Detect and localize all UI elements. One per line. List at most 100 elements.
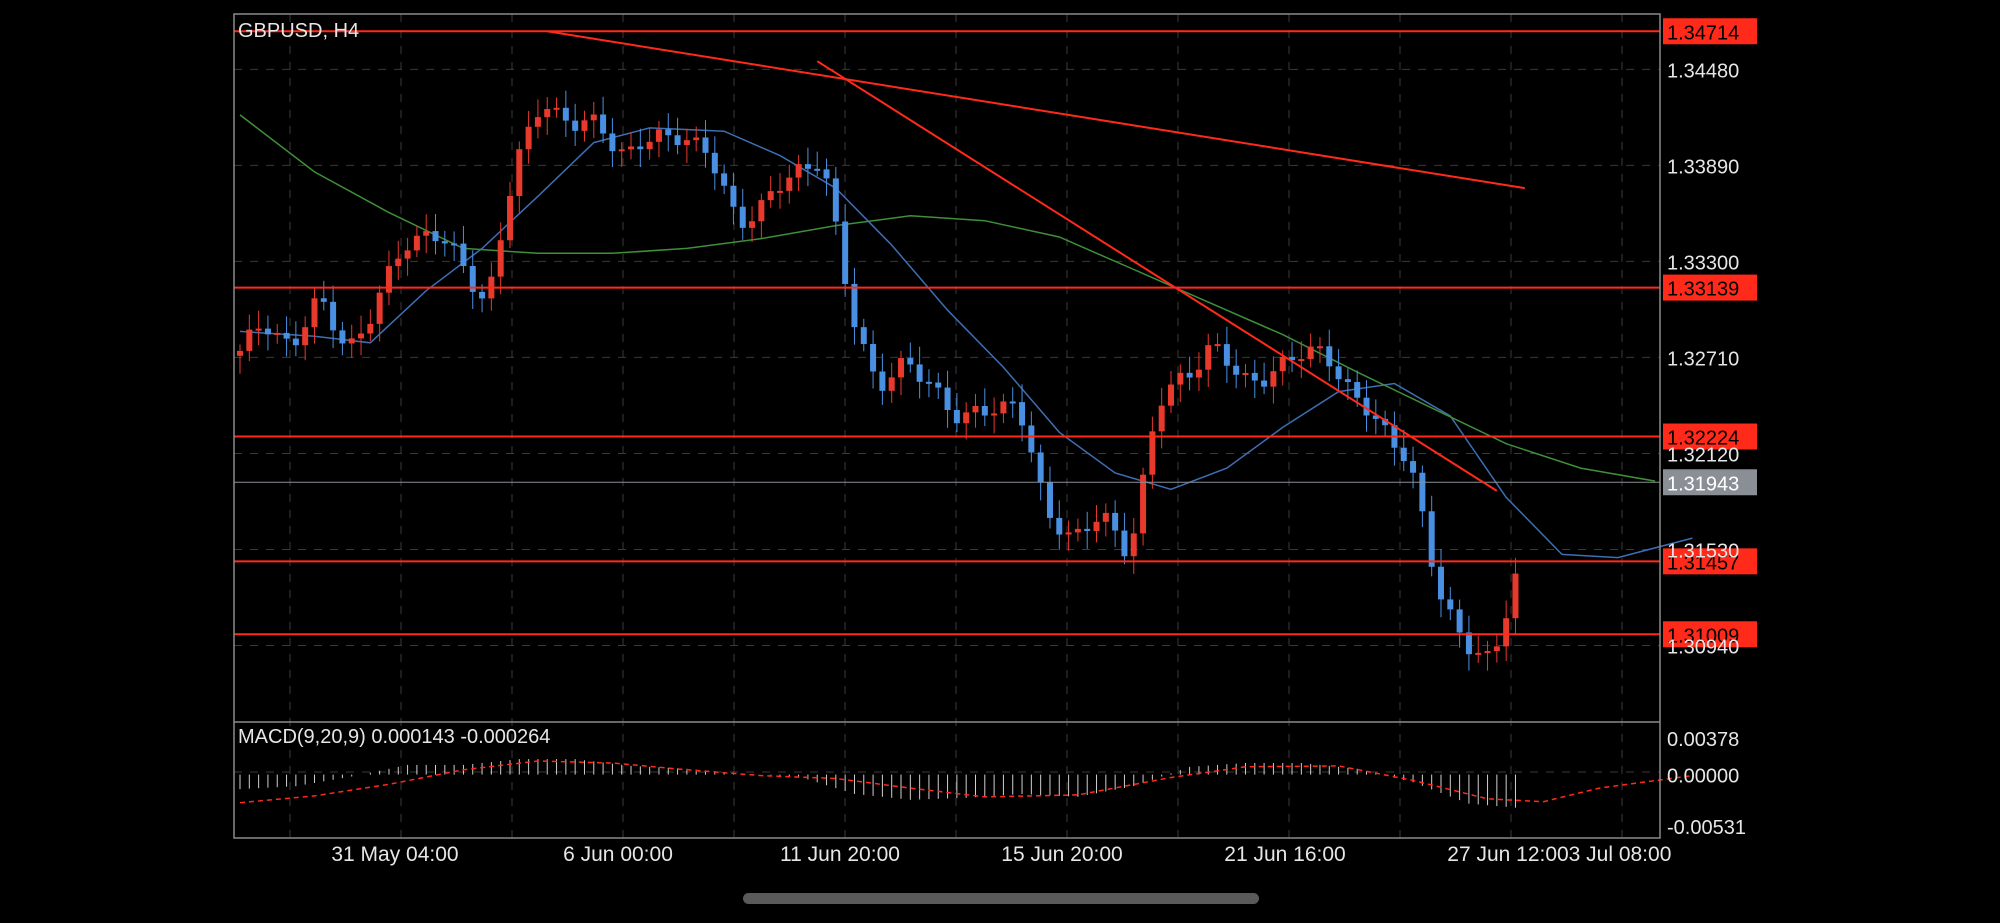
macd-y-tick-label: 0.00378 — [1667, 729, 1739, 751]
candle-body — [1307, 346, 1314, 360]
candle-body — [795, 164, 802, 178]
current-price-badge — [1663, 469, 1757, 496]
price-level-badge — [1663, 621, 1757, 648]
candle-body — [358, 333, 365, 339]
candle-body — [832, 178, 839, 222]
y-tick-label: 1.31530 — [1667, 540, 1739, 562]
candle-body — [1084, 528, 1091, 532]
current-price-label: 1.31943 — [1667, 473, 1739, 495]
candle-body — [1465, 632, 1472, 655]
candle-body — [330, 301, 337, 331]
price-level-badge — [1663, 548, 1757, 575]
candle-body — [1428, 511, 1435, 567]
candle-body — [1121, 530, 1128, 557]
x-tick-label: 15 Jun 20:00 — [1001, 843, 1122, 866]
candle-body — [1372, 415, 1379, 419]
y-tick-label: 1.33890 — [1667, 156, 1739, 178]
candle-body — [1484, 651, 1491, 654]
candle-body — [534, 117, 541, 127]
candle-body — [1270, 371, 1277, 387]
candle-body — [1354, 382, 1361, 398]
candle-body — [1456, 609, 1463, 633]
price-level-badge — [1663, 18, 1757, 45]
trendline — [816, 60, 1498, 492]
candle-body — [628, 146, 635, 150]
candle-body — [953, 410, 960, 424]
candle-body — [767, 191, 774, 201]
y-tick-label: 1.32710 — [1667, 348, 1739, 370]
candle-body — [395, 258, 402, 267]
candle-body — [981, 406, 988, 416]
x-tick-label: 11 Jun 20:00 — [780, 843, 900, 866]
candle-body — [851, 283, 858, 328]
price-level-label: 1.32224 — [1667, 428, 1739, 450]
candle-body — [460, 243, 467, 266]
home-indicator[interactable] — [743, 893, 1259, 904]
candle-body — [600, 114, 607, 134]
candle-body — [1149, 431, 1156, 475]
candle-body — [879, 371, 886, 391]
candle-body — [1205, 345, 1212, 370]
axes: 1.34480 1.33890 1.33300 1.32710 1.32120 1.315… — [331, 60, 1746, 866]
candle-body — [1037, 452, 1044, 483]
candle-body — [776, 190, 783, 193]
candle-body — [1279, 356, 1286, 372]
candle-body — [1335, 366, 1342, 380]
candle-body — [339, 330, 346, 344]
candle-body — [1074, 528, 1081, 533]
candle-body — [562, 107, 569, 121]
candle-body — [972, 406, 979, 413]
candle-body — [1344, 379, 1351, 383]
macd-signal-line — [239, 760, 1693, 804]
price-level-badge — [1663, 423, 1757, 450]
candle-body — [1363, 397, 1370, 416]
candle-body — [479, 291, 486, 299]
candle-body — [888, 377, 895, 391]
macd-label: MACD(9,20,9) 0.000143 -0.000264 — [238, 726, 550, 748]
candle-body — [1019, 402, 1026, 426]
candle-body — [506, 195, 513, 241]
candle-body — [385, 266, 392, 293]
candle-body — [1261, 380, 1268, 387]
x-tick-label: 31 May 04:00 — [331, 843, 458, 866]
candle-body — [544, 109, 551, 118]
candle-body — [441, 241, 448, 244]
price-level-label: 1.31457 — [1667, 552, 1739, 574]
x-tick-label: 6 Jun 00:00 — [563, 843, 673, 866]
candle-body — [367, 323, 374, 334]
candle-body — [1056, 517, 1063, 535]
candle-body — [814, 168, 821, 171]
candle-body — [237, 350, 243, 356]
candle-body — [497, 240, 504, 277]
candle-body — [683, 140, 690, 146]
candle-body — [1382, 418, 1389, 426]
candle-body — [842, 221, 849, 284]
candle-body — [637, 146, 644, 150]
candle-body — [590, 114, 597, 121]
macd-panel — [239, 759, 1693, 808]
candle-body — [255, 328, 262, 331]
candle-body — [1233, 365, 1240, 375]
candlestick-series — [237, 90, 1519, 671]
candle-body — [274, 332, 281, 335]
candle-body — [674, 135, 681, 146]
candle-body — [1316, 346, 1323, 349]
candle-body — [1195, 369, 1202, 378]
candle-body — [572, 120, 579, 131]
candle-body — [749, 221, 756, 228]
candle-body — [618, 149, 625, 152]
candle-body — [1493, 646, 1500, 652]
candle-body — [730, 185, 737, 207]
candle-body — [739, 206, 746, 228]
candle-body — [702, 137, 709, 153]
candle-body — [655, 129, 662, 142]
candle-body — [1000, 401, 1007, 414]
chart-frame — [233, 13, 1661, 839]
candle-body — [609, 133, 616, 152]
candle-body — [963, 412, 970, 424]
candle-body — [1223, 344, 1230, 366]
candle-body — [711, 152, 718, 174]
y-tick-label: 1.33300 — [1667, 252, 1739, 274]
candle-body — [311, 298, 318, 328]
